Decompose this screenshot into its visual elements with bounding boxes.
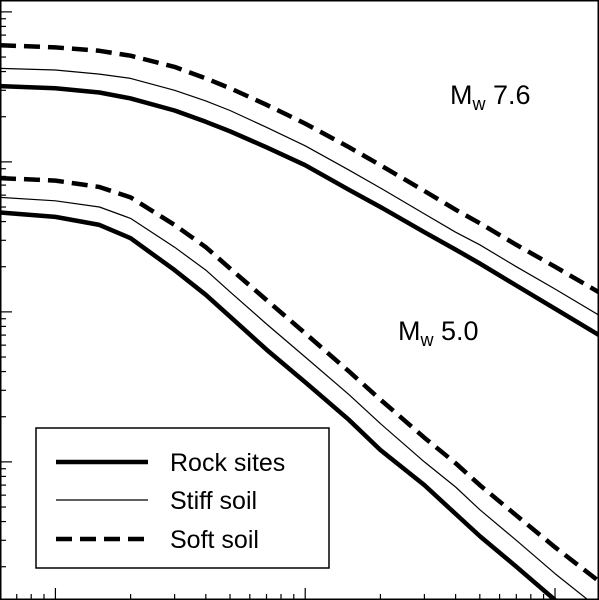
legend-label-stiff: Stiff soil xyxy=(170,487,257,515)
series-dashed-group-1 xyxy=(0,175,599,584)
legend-box xyxy=(35,427,330,569)
legend-label-soft: Soft soil xyxy=(170,526,259,554)
series-thick-solid-group-1 xyxy=(0,210,559,600)
curves xyxy=(0,42,599,600)
legend-label-rock: Rock sites xyxy=(170,449,285,477)
annotation-mw76-sub: w xyxy=(472,94,487,114)
annotation-mw50-rest: 5.0 xyxy=(434,316,479,346)
series-dashed-group-0 xyxy=(0,42,599,295)
series-thick-solid-group-0 xyxy=(0,83,599,338)
annotation-mw50-sub: w xyxy=(420,330,435,350)
annotation-mw76-main: M xyxy=(450,80,473,110)
series-thin-solid-group-0 xyxy=(0,67,599,316)
annotation-mw76-rest: 7.6 xyxy=(486,80,531,110)
annotation-mw76: Mw 7.6 xyxy=(450,80,531,114)
annotation-mw50: Mw 5.0 xyxy=(398,316,479,350)
annotation-mw50-main: M xyxy=(398,316,421,346)
legend: Rock sites Stiff soil Soft soil xyxy=(35,427,330,569)
series-thin-solid-group-1 xyxy=(0,196,590,600)
